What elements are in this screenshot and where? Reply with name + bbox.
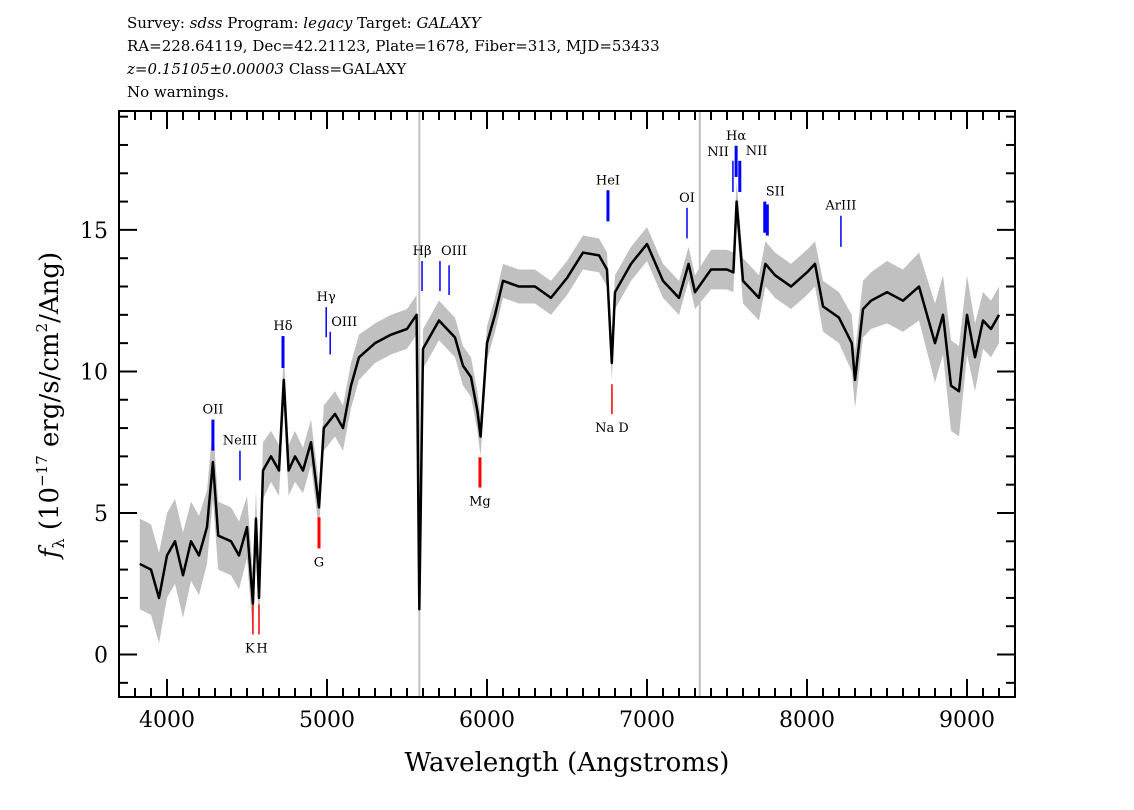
x-tick-label: 9000	[939, 708, 995, 733]
line-label: NII	[707, 145, 729, 160]
flux-line	[139, 200, 1001, 611]
header-segment: legacy	[303, 14, 353, 32]
error-band-area	[139, 181, 1000, 644]
header-segment: Target:	[352, 14, 417, 32]
line-label: Hδ	[273, 319, 292, 334]
flux-series	[139, 200, 1001, 611]
y-axis-title: fλ (10−17 erg/s/cm2/Ang)	[33, 252, 68, 560]
line-label: Hα	[726, 129, 746, 144]
y-label-lambda: λ	[49, 538, 68, 548]
axes: 4000 5000 6000 7000 8000 9000 0 5 10 15	[80, 110, 1016, 733]
header-segment: z=0.15105±0.00003	[127, 60, 285, 78]
header-line: z=0.15105±0.00003 Class=GALAXY	[127, 58, 660, 81]
line-label: G	[314, 555, 324, 570]
line-label: ArIII	[824, 199, 856, 214]
header-segment: Survey:	[127, 14, 190, 32]
line-label: OI	[679, 191, 695, 206]
line-label: HeI	[596, 173, 620, 188]
line-label: NeIII	[223, 434, 257, 449]
y-label-exponent: −17	[33, 455, 51, 487]
header-line: Survey: sdss Program: legacy Target: GAL…	[127, 12, 660, 35]
y-tick-label: 10	[80, 360, 108, 385]
x-tick-label: 4000	[139, 708, 195, 733]
x-tick-label: 7000	[619, 708, 675, 733]
y-label-exponent: 2	[33, 323, 51, 333]
x-axis-title: Wavelength (Angstroms)	[405, 748, 730, 778]
line-label: OIII	[331, 315, 357, 330]
header-segment: No warnings.	[127, 83, 230, 101]
x-tick-label: 6000	[459, 708, 515, 733]
y-tick-label: 0	[94, 644, 108, 669]
sky-lines	[418, 111, 701, 697]
header-segment: Class=GALAXY	[284, 60, 407, 78]
y-tick-label: 5	[94, 502, 108, 527]
y-tick-label: 15	[80, 219, 108, 244]
y-label-part: erg/s/cm	[35, 332, 65, 455]
spectral-line-markers: OII NeIII K H Hδ G Hγ OIII Hβ OIII Mg HeI Na D OI NIIH…	[202, 129, 856, 657]
header-segment: Program:	[222, 14, 304, 32]
line-label: SII	[766, 185, 785, 200]
line-label: OIII	[441, 244, 467, 259]
line-label: OII	[202, 403, 223, 418]
line-label: H	[256, 641, 267, 656]
line-label: Mg	[469, 495, 491, 510]
y-label-part: (10	[35, 487, 65, 539]
header-segment: RA=228.64119, Dec=42.21123, Plate=1678, …	[127, 37, 660, 55]
line-label: Hγ	[317, 290, 336, 305]
header-segment: sdss	[189, 14, 223, 32]
y-label-part: /Ang)	[35, 252, 65, 323]
header-segment: GALAXY	[416, 14, 481, 32]
line-label: Hβ	[413, 244, 432, 259]
x-tick-label: 8000	[779, 708, 835, 733]
line-label: NII	[746, 144, 768, 159]
line-label: K	[245, 641, 255, 656]
error-band	[139, 181, 1000, 644]
header-line: No warnings.	[127, 81, 660, 104]
header-line: RA=228.64119, Dec=42.21123, Plate=1678, …	[127, 35, 660, 58]
spectrum-header: Survey: sdss Program: legacy Target: GAL…	[127, 12, 660, 104]
line-label: Na D	[595, 421, 629, 436]
x-tick-label: 5000	[299, 708, 355, 733]
